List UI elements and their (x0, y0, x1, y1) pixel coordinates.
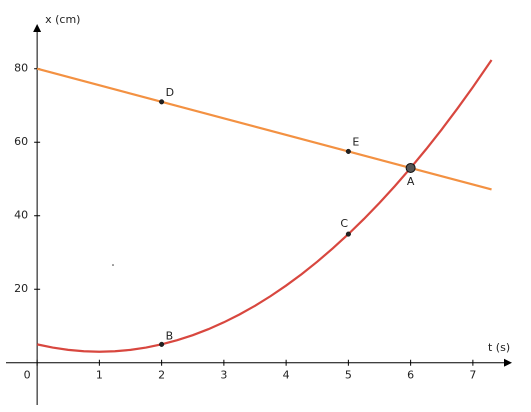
point-label: A (407, 175, 415, 188)
y-tick-label: 60 (14, 135, 28, 148)
x-tick-label: 3 (220, 369, 227, 382)
x-axis-label: t (s) (488, 341, 510, 354)
x-tick-label: 1 (96, 369, 103, 382)
point-label: D (166, 86, 174, 99)
x-tick-label: 7 (469, 369, 476, 382)
x-tick-label: 6 (407, 369, 414, 382)
curve (36, 59, 493, 353)
y-tick-label: 40 (14, 209, 28, 222)
point (405, 162, 416, 173)
x-tick-label: 4 (283, 369, 290, 382)
curve (36, 67, 492, 191)
point (159, 341, 165, 347)
y-tick-label: 80 (14, 62, 28, 75)
point (159, 99, 165, 105)
point-label: B (166, 329, 174, 342)
x-tick-label: 0 (24, 369, 31, 382)
stray-dot (112, 264, 114, 266)
point (345, 231, 351, 237)
y-tick-label: 20 (14, 282, 28, 295)
point-label: E (352, 135, 359, 148)
point (345, 148, 351, 154)
x-tick-label: 2 (158, 369, 165, 382)
point-label: C (340, 217, 348, 230)
y-axis-label: x (cm) (45, 13, 80, 26)
x-tick-label: 5 (345, 369, 352, 382)
